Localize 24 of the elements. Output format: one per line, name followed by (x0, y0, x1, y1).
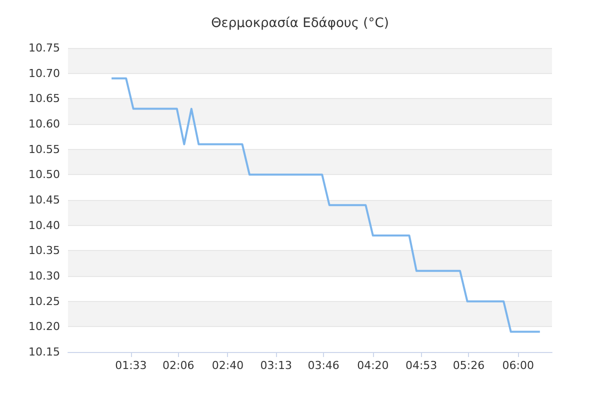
y-tick-label: 10.70 (28, 66, 60, 80)
y-tick-label: 10.75 (28, 42, 60, 54)
x-tick-label: 03:46 (308, 359, 340, 372)
y-tick-label: 10.65 (28, 92, 60, 106)
y-tick-label: 10.45 (28, 194, 60, 206)
x-tick-label: 04:53 (405, 359, 438, 372)
x-tick-label: 03:13 (260, 359, 292, 372)
chart-title: Θερμοκρασία Εδάφους (°C) (211, 16, 389, 31)
y-tick-label: 10.30 (28, 270, 60, 282)
x-tick-label: 01:33 (115, 359, 147, 372)
x-tick-label: 06:00 (502, 359, 534, 372)
y-tick-label: 10.15 (28, 346, 60, 358)
y-tick-label: 10.50 (28, 168, 60, 182)
x-tick-label: 02:06 (162, 359, 194, 372)
line-series (110, 77, 541, 333)
y-tick-label: 10.60 (28, 118, 60, 130)
y-tick-label: 10.35 (28, 244, 60, 258)
x-tick-label: 04:20 (357, 359, 389, 372)
y-tick-label: 10.25 (28, 294, 60, 308)
x-tick-label: 05:26 (452, 359, 485, 372)
x-tick-label: 02:40 (212, 359, 244, 372)
y-tick-label: 10.55 (28, 142, 60, 156)
y-tick-label: 10.20 (28, 320, 60, 334)
y-tick-label: 10.40 (28, 218, 60, 232)
